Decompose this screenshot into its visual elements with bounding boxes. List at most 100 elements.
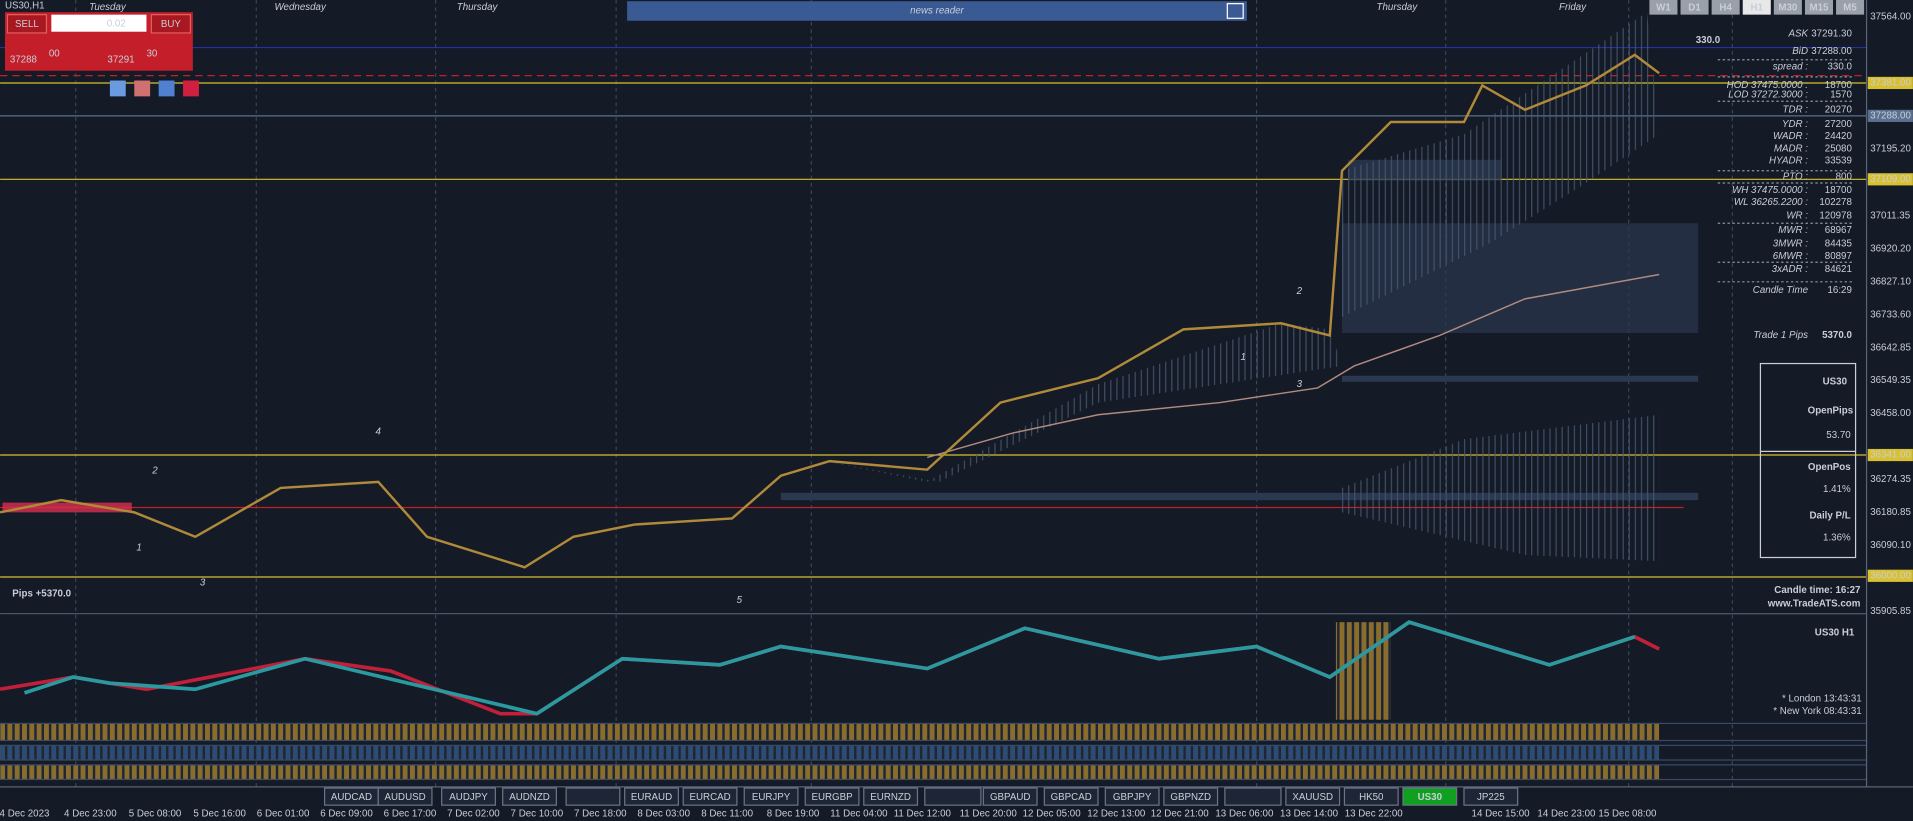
time-label: 6 Dec 09:00 [320, 808, 373, 819]
symbol-tab-label[interactable]: GBPJPY [1113, 792, 1152, 803]
lot-field[interactable] [51, 14, 147, 32]
symbol-tab-label[interactable]: JP225 [1477, 792, 1505, 803]
session-time: * London 13:43:31 [1782, 694, 1862, 705]
time-label: 6 Dec 17:00 [384, 808, 437, 819]
symbol-tab-label[interactable]: GBPNZD [1170, 792, 1211, 803]
info-label: LOD 37272.3000 : [1728, 90, 1808, 101]
time-label: 7 Dec 10:00 [511, 808, 564, 819]
symbol-tab-label[interactable]: GBPCAD [1051, 792, 1092, 803]
timeframe-label[interactable]: M15 [1809, 3, 1829, 14]
buy-button[interactable] [150, 14, 192, 34]
sell-button[interactable] [6, 14, 48, 34]
symbol-tab[interactable] [982, 787, 1038, 806]
timeframe-label[interactable]: W1 [1656, 3, 1671, 14]
price-marker [1867, 109, 1913, 122]
info-value: 84621 [1825, 264, 1852, 275]
symbol-tab[interactable] [1402, 787, 1458, 806]
price-label: 37195.20 [1870, 143, 1911, 154]
symbol-tab-label[interactable]: AUDJPY [449, 792, 488, 803]
timeframe-button[interactable] [1711, 0, 1740, 15]
news-reader-bar[interactable] [627, 1, 1247, 21]
symbol-tab-label[interactable]: EURGBP [811, 792, 852, 803]
time-label: 14 Dec 23:00 [1537, 808, 1596, 819]
info-value: 18700 [1825, 185, 1853, 196]
timeframe-label[interactable]: M5 [1843, 3, 1857, 14]
daily-pl: 1.36% [1823, 533, 1851, 544]
info-value: 102278 [1819, 197, 1852, 208]
symbol-tab-label[interactable]: HK50 [1359, 792, 1384, 803]
price-line [0, 53, 1660, 569]
info-label: HYADR : [1769, 156, 1808, 167]
info-value: 1570 [1830, 90, 1852, 101]
time-label: 6 Dec 01:00 [257, 808, 310, 819]
symbol-tab-label[interactable]: EURCAD [689, 792, 730, 803]
symbol-tab-label[interactable]: AUDUSD [385, 792, 426, 803]
symbol-tab-label[interactable]: XAUUSD [1292, 792, 1333, 803]
time-label: 4 Dec 2023 [0, 808, 49, 819]
info-label: WH 37475.0000 : [1732, 185, 1808, 196]
symbol-tab-label[interactable]: AUDCAD [331, 792, 372, 803]
time-label: 13 Dec 14:00 [1280, 808, 1339, 819]
timeframe-label[interactable]: H1 [1751, 3, 1764, 14]
symbol-tab-label[interactable]: US30 [1418, 792, 1443, 803]
sell-label[interactable]: SELL [15, 19, 39, 30]
symbol-tab[interactable] [624, 787, 679, 806]
symbol-tab[interactable] [804, 787, 860, 806]
wave-label: 3 [200, 578, 206, 589]
tab[interactable] [565, 787, 621, 806]
info-label: spread : [1773, 62, 1809, 73]
tab[interactable] [1224, 787, 1282, 806]
swatch [183, 80, 199, 97]
symbol-tab[interactable] [1104, 787, 1160, 806]
symbol-tab[interactable] [1343, 787, 1399, 806]
symbol-tab-label[interactable]: EURJPY [752, 792, 791, 803]
symbol-tab-label[interactable]: AUDNZD [509, 792, 550, 803]
close-button[interactable] [1226, 3, 1244, 19]
buy-label[interactable]: BUY [161, 19, 182, 30]
timeframe-button[interactable] [1680, 0, 1709, 15]
info-label: 3xADR : [1772, 264, 1809, 275]
price-label: 37564.00 [1870, 12, 1911, 23]
symbol-tab[interactable] [682, 787, 738, 806]
time-label: 8 Dec 19:00 [767, 808, 820, 819]
price-label: 36341.00 [1870, 450, 1911, 461]
oscillator-up [23, 620, 1636, 716]
price-marker [1867, 569, 1913, 582]
timeframe-label[interactable]: M30 [1778, 3, 1798, 14]
price-label: 35905.85 [1870, 606, 1911, 617]
symbol-tab-label[interactable]: GBPAUD [990, 792, 1030, 803]
timeframe-label[interactable]: H4 [1719, 3, 1732, 14]
lot-value[interactable]: 0.02 [107, 18, 126, 29]
timeframe-button[interactable] [1804, 0, 1834, 15]
symbol-tab[interactable] [441, 787, 496, 806]
symbol-tab-label[interactable]: EURAUD [631, 792, 672, 803]
info-value: 25080 [1825, 143, 1853, 154]
moving-average [927, 273, 1660, 459]
price-label: 36827.10 [1870, 276, 1911, 287]
symbol-tab[interactable] [1285, 787, 1341, 806]
symbol-tab[interactable] [1163, 787, 1219, 806]
timeframe-button[interactable] [1742, 0, 1771, 15]
info-label: 6MWR : [1773, 251, 1808, 262]
symbol-tab[interactable] [377, 787, 433, 806]
symbol-tab[interactable] [502, 787, 557, 806]
tab[interactable] [924, 787, 982, 806]
pips-total: Pips +5370.0 [12, 589, 71, 600]
timeframe-button[interactable] [1836, 0, 1865, 15]
symbol-tab[interactable] [743, 787, 799, 806]
wave-label: 2 [151, 465, 158, 476]
info-value: 20270 [1825, 104, 1853, 115]
symbol-tab-label[interactable]: EURNZD [870, 792, 911, 803]
timeframe-button[interactable] [1773, 0, 1802, 15]
symbol-tab[interactable] [863, 787, 919, 806]
symbol-tab[interactable] [1043, 787, 1099, 806]
wave-label: 2 [1296, 286, 1303, 297]
symbol-tab[interactable] [1463, 787, 1519, 806]
indicator-title: US30 H1 [1815, 628, 1855, 639]
timeframe-button[interactable] [1649, 0, 1678, 15]
time-label: 8 Dec 11:00 [701, 808, 753, 819]
timeframe-label[interactable]: D1 [1688, 3, 1701, 14]
news-reader-title[interactable]: news reader [910, 6, 964, 17]
price-label: 36642.85 [1870, 342, 1911, 353]
